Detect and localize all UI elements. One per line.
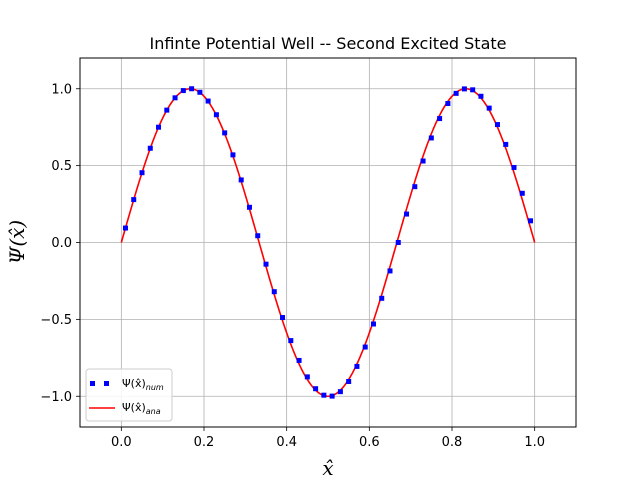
series-point-num	[346, 378, 352, 384]
y-axis-ticks: −1.0 −0.5 0.0 0.5 1.0	[40, 82, 80, 405]
series-point-num	[288, 338, 294, 344]
series-point-num	[437, 116, 443, 122]
series-point-num	[395, 240, 401, 245]
series-point-num	[255, 233, 261, 239]
x-tick-label: 0.2	[194, 435, 215, 450]
chart-title: Infinte Potential Well -- Second Excited…	[149, 34, 506, 53]
series-point-num	[280, 315, 286, 321]
series-point-num	[246, 204, 252, 210]
series-point-num	[321, 392, 327, 398]
legend-marker-num	[104, 381, 109, 386]
series-point-num	[519, 190, 525, 196]
x-tick-label: 0.4	[276, 435, 297, 450]
series-point-num	[453, 90, 459, 96]
series-point-num	[131, 197, 137, 203]
y-tick-label: −1.0	[40, 390, 72, 405]
series-point-num	[313, 386, 319, 392]
series-point-num	[486, 105, 492, 111]
x-tick-label: 0.6	[359, 435, 380, 450]
series-point-num	[461, 86, 467, 92]
series-point-num	[428, 135, 434, 141]
series-point-num	[470, 87, 476, 93]
series-point-num	[189, 86, 195, 92]
y-tick-label: 0.5	[51, 159, 72, 174]
x-axis-label: x̂	[322, 456, 333, 480]
series-point-num	[528, 218, 534, 224]
legend-label-ana: Ψ(x̂)ana	[122, 401, 161, 416]
series-point-num	[238, 177, 244, 183]
y-tick-label: 1.0	[51, 82, 72, 97]
series-point-num	[337, 389, 343, 395]
legend-label-num: Ψ(x̂)num	[122, 377, 164, 392]
series-point-num	[420, 158, 426, 164]
series-point-num	[296, 357, 302, 363]
series-point-num	[147, 145, 153, 151]
series-point-num	[263, 261, 269, 267]
series-point-num	[122, 225, 128, 231]
series-point-num	[164, 107, 170, 113]
series-point-num	[370, 321, 376, 327]
series-point-num	[222, 130, 228, 136]
series-point-num	[213, 112, 219, 118]
series-point-num	[503, 141, 509, 147]
series-point-num	[494, 122, 500, 128]
series-point-num	[230, 152, 236, 158]
series-point-num	[478, 93, 484, 99]
series-point-num	[379, 295, 385, 301]
x-tick-label: 1.0	[524, 435, 545, 450]
series-point-num	[354, 363, 360, 369]
series-point-num	[445, 101, 451, 107]
series-layer	[120, 86, 536, 399]
series-point-num	[172, 95, 178, 101]
series-point-num	[511, 164, 517, 170]
series-point-num	[412, 184, 418, 190]
legend-marker-num	[90, 381, 95, 386]
series-point-num	[139, 170, 145, 176]
series-point-num	[404, 211, 410, 217]
x-tick-label: 0.0	[111, 435, 132, 450]
plot-frame	[79, 57, 577, 428]
series-point-num	[156, 124, 162, 130]
x-axis-ticks: 0.0 0.2 0.4 0.6 0.8 1.0	[111, 427, 545, 450]
series-point-num	[304, 374, 310, 380]
y-axis-label: Ψ(x̂)	[5, 220, 29, 264]
y-tick-label: −0.5	[40, 313, 72, 328]
series-point-num	[362, 344, 368, 350]
series-point-num	[180, 88, 186, 94]
series-point-num	[205, 98, 211, 104]
series-point-num	[197, 89, 203, 95]
legend: Ψ(x̂)num Ψ(x̂)ana	[85, 368, 173, 422]
x-tick-label: 0.8	[442, 435, 463, 450]
series-point-num	[271, 289, 277, 295]
series-point-num	[329, 393, 335, 399]
y-tick-label: 0.0	[51, 236, 72, 251]
series-point-num	[387, 268, 393, 274]
